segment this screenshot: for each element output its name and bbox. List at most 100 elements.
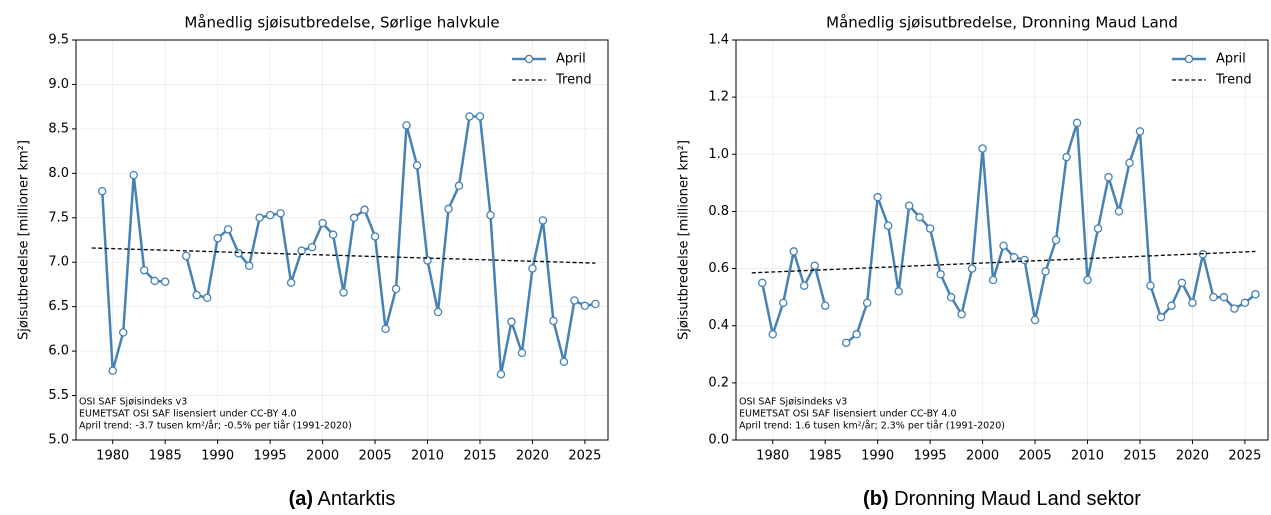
x-tick-label: 2005 <box>359 449 392 464</box>
annotation: OSI SAF Sjøisindeks v3 <box>739 397 847 408</box>
x-tick-label: 2020 <box>516 449 549 464</box>
data-point <box>768 330 777 339</box>
data-point <box>925 224 935 233</box>
legend-marker <box>524 54 534 64</box>
series-line <box>100 115 596 375</box>
data-point <box>255 213 264 223</box>
data-point <box>496 369 506 379</box>
y-tick-label: 6.5 <box>48 299 69 314</box>
x-tick-label: 2005 <box>1019 449 1052 464</box>
y-tick-label: 0.2 <box>708 375 729 390</box>
data-point <box>894 287 903 296</box>
data-point <box>1093 224 1103 233</box>
data-point <box>360 205 369 215</box>
data-point <box>328 230 338 239</box>
data-point <box>129 170 138 180</box>
data-point <box>265 210 275 220</box>
x-tick-label: 2015 <box>463 449 496 464</box>
x-tick-label: 2015 <box>1123 449 1156 464</box>
y-tick-label: 7.5 <box>48 210 69 225</box>
data-point <box>915 212 924 222</box>
data-point <box>118 328 128 337</box>
data-point <box>988 275 998 285</box>
data-point <box>234 249 243 258</box>
data-point <box>757 278 767 288</box>
caption-label: (b) <box>863 488 889 510</box>
data-point <box>454 181 464 191</box>
y-tick-label: 9.5 <box>48 33 69 48</box>
legend-label: Trend <box>1215 73 1252 88</box>
legend-label: Trend <box>555 73 592 88</box>
plot-frame <box>735 39 1269 441</box>
trend-line <box>91 247 596 264</box>
data-point <box>1135 127 1145 136</box>
data-point <box>97 186 107 196</box>
data-point <box>402 121 411 130</box>
y-tick-label: 6.0 <box>48 344 69 359</box>
panel: 0.0 0.2 0.4 0.6 0.8 1.0 1.2 1.4 1980 1985 1990 1995… <box>677 14 1269 510</box>
data-point <box>1177 278 1187 288</box>
data-point <box>904 201 914 210</box>
data-point <box>1072 118 1082 128</box>
y-tick-label: 1.2 <box>708 90 729 105</box>
data-point <box>570 296 579 305</box>
x-tick-label: 1985 <box>809 449 842 464</box>
data-point <box>192 290 201 300</box>
legend-marker <box>1184 54 1194 64</box>
data-point <box>160 277 170 287</box>
data-point <box>852 330 861 339</box>
y-tick-label: 1.4 <box>708 33 729 48</box>
x-tick-label: 2010 <box>411 449 444 464</box>
data-point <box>108 366 117 375</box>
y-tick-label: 7.0 <box>48 255 69 270</box>
data-point <box>591 299 600 309</box>
data-point <box>444 204 453 214</box>
y-tick-label: 0.8 <box>708 204 729 219</box>
x-tick-label: 1985 <box>149 449 182 464</box>
data-point <box>318 218 327 228</box>
x-tick-label: 1980 <box>756 449 789 464</box>
y-tick-label: 1.0 <box>708 147 729 162</box>
data-point <box>1230 304 1239 313</box>
x-tick-label: 1990 <box>201 449 234 464</box>
x-tick-label: 2025 <box>568 449 601 464</box>
data-point <box>528 264 537 273</box>
data-point <box>820 301 830 310</box>
x-tick-label: 1980 <box>96 449 129 464</box>
data-point <box>549 316 558 326</box>
data-point <box>1125 158 1134 168</box>
annotation: April trend: 1.6 tusen km²/år; 2.3% per … <box>739 421 1005 432</box>
data-point <box>507 317 516 327</box>
y-tick-label: 8.5 <box>48 121 69 136</box>
data-point <box>150 276 159 286</box>
data-point <box>1209 292 1218 302</box>
plot-frame <box>75 39 609 441</box>
data-point <box>1219 292 1229 302</box>
data-point <box>517 348 527 358</box>
data-point <box>286 278 296 287</box>
data-point <box>883 221 893 230</box>
y-tick-label: 0.0 <box>708 433 729 448</box>
data-point <box>1167 301 1176 310</box>
data-point <box>1156 312 1166 322</box>
caption-text: Dronning Maud Land sektor <box>894 488 1141 510</box>
trend-line <box>751 250 1256 274</box>
data-point <box>580 301 590 311</box>
data-point <box>202 293 212 303</box>
chart-title: Månedlig sjøisutbredelse, Sørlige halvku… <box>184 14 499 32</box>
legend-label: April <box>1216 52 1246 67</box>
data-point <box>339 288 348 297</box>
x-tick-label: 1990 <box>861 449 894 464</box>
data-point <box>307 242 317 252</box>
data-point <box>1051 235 1061 245</box>
data-point <box>1030 315 1040 325</box>
x-tick-label: 2000 <box>306 449 339 464</box>
chart-title: Månedlig sjøisutbredelse, Dronning Maud … <box>826 14 1178 32</box>
data-point <box>538 216 548 225</box>
data-point <box>799 281 809 290</box>
x-tick-label: 1995 <box>254 449 287 464</box>
data-point <box>465 112 474 121</box>
series-line <box>761 122 1257 344</box>
caption: (a) Antarktis <box>289 488 396 510</box>
